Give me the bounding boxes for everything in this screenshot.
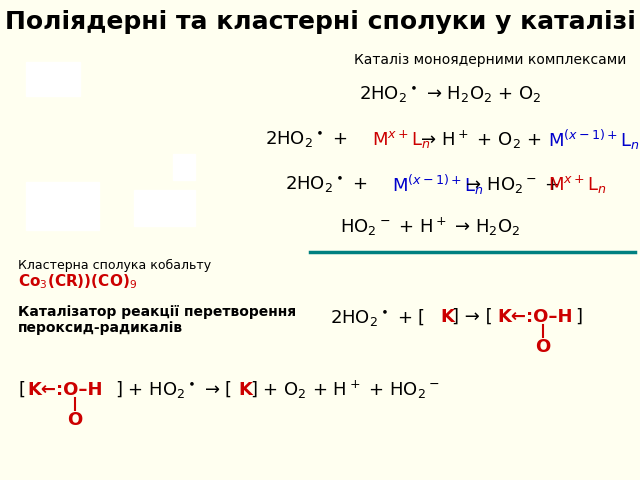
Text: ] → [: ] → [ <box>452 308 493 326</box>
Text: Кластерна сполука кобальту: Кластерна сполука кобальту <box>18 258 211 272</box>
FancyBboxPatch shape <box>26 62 80 96</box>
Text: K: K <box>440 308 454 326</box>
Text: ] + HO$_2$$^\bullet$ → [: ] + HO$_2$$^\bullet$ → [ <box>115 380 232 400</box>
Text: 2HO$_2$$^\bullet$ + [: 2HO$_2$$^\bullet$ + [ <box>330 307 425 327</box>
Text: O: O <box>67 411 83 429</box>
Text: M$^{(x-1)+}$L$_n$: M$^{(x-1)+}$L$_n$ <box>548 128 640 152</box>
Text: M$^{x+}$L$_n$: M$^{x+}$L$_n$ <box>548 174 607 196</box>
Text: M$^{(x-1)+}$L$_n$: M$^{(x-1)+}$L$_n$ <box>392 173 484 197</box>
FancyBboxPatch shape <box>134 190 195 226</box>
Text: Каталіз моноядерними комплексами: Каталіз моноядерними комплексами <box>354 53 626 67</box>
Text: → HO$_2$$^-$ +: → HO$_2$$^-$ + <box>460 175 562 195</box>
FancyBboxPatch shape <box>173 154 195 180</box>
Text: Поліядерні та кластерні сполуки у каталізі: Поліядерні та кластерні сполуки у каталі… <box>4 10 636 34</box>
Text: Каталізатор реакції перетворення: Каталізатор реакції перетворення <box>18 305 296 319</box>
Text: M$^{x+}$L$_n$: M$^{x+}$L$_n$ <box>372 129 431 151</box>
Text: K←:O–H: K←:O–H <box>27 381 102 399</box>
Text: K←:O–H: K←:O–H <box>497 308 573 326</box>
Text: 2HO$_2$$^\bullet$ +: 2HO$_2$$^\bullet$ + <box>265 130 349 150</box>
Text: HO$_2$$^-$ + H$^+$ → H$_2$O$_2$: HO$_2$$^-$ + H$^+$ → H$_2$O$_2$ <box>340 216 520 238</box>
Text: K: K <box>238 381 252 399</box>
Text: пероксид-радикалів: пероксид-радикалів <box>18 321 183 335</box>
Text: ]: ] <box>575 308 582 326</box>
Text: ] + O$_2$ + H$^+$ + HO$_2$$^-$: ] + O$_2$ + H$^+$ + HO$_2$$^-$ <box>250 379 440 401</box>
Text: 2HO$_2$$^\bullet$ → H$_2$O$_2$ + O$_2$: 2HO$_2$$^\bullet$ → H$_2$O$_2$ + O$_2$ <box>359 85 541 105</box>
Text: [: [ <box>18 381 25 399</box>
Text: 2HO$_2$$^\bullet$ +: 2HO$_2$$^\bullet$ + <box>285 175 369 195</box>
Text: Co$_3$(CR))(CO)$_9$: Co$_3$(CR))(CO)$_9$ <box>18 273 137 291</box>
Text: O: O <box>536 338 550 356</box>
FancyBboxPatch shape <box>26 182 99 230</box>
Text: → H$^+$ + O$_2$ +: → H$^+$ + O$_2$ + <box>415 129 543 151</box>
